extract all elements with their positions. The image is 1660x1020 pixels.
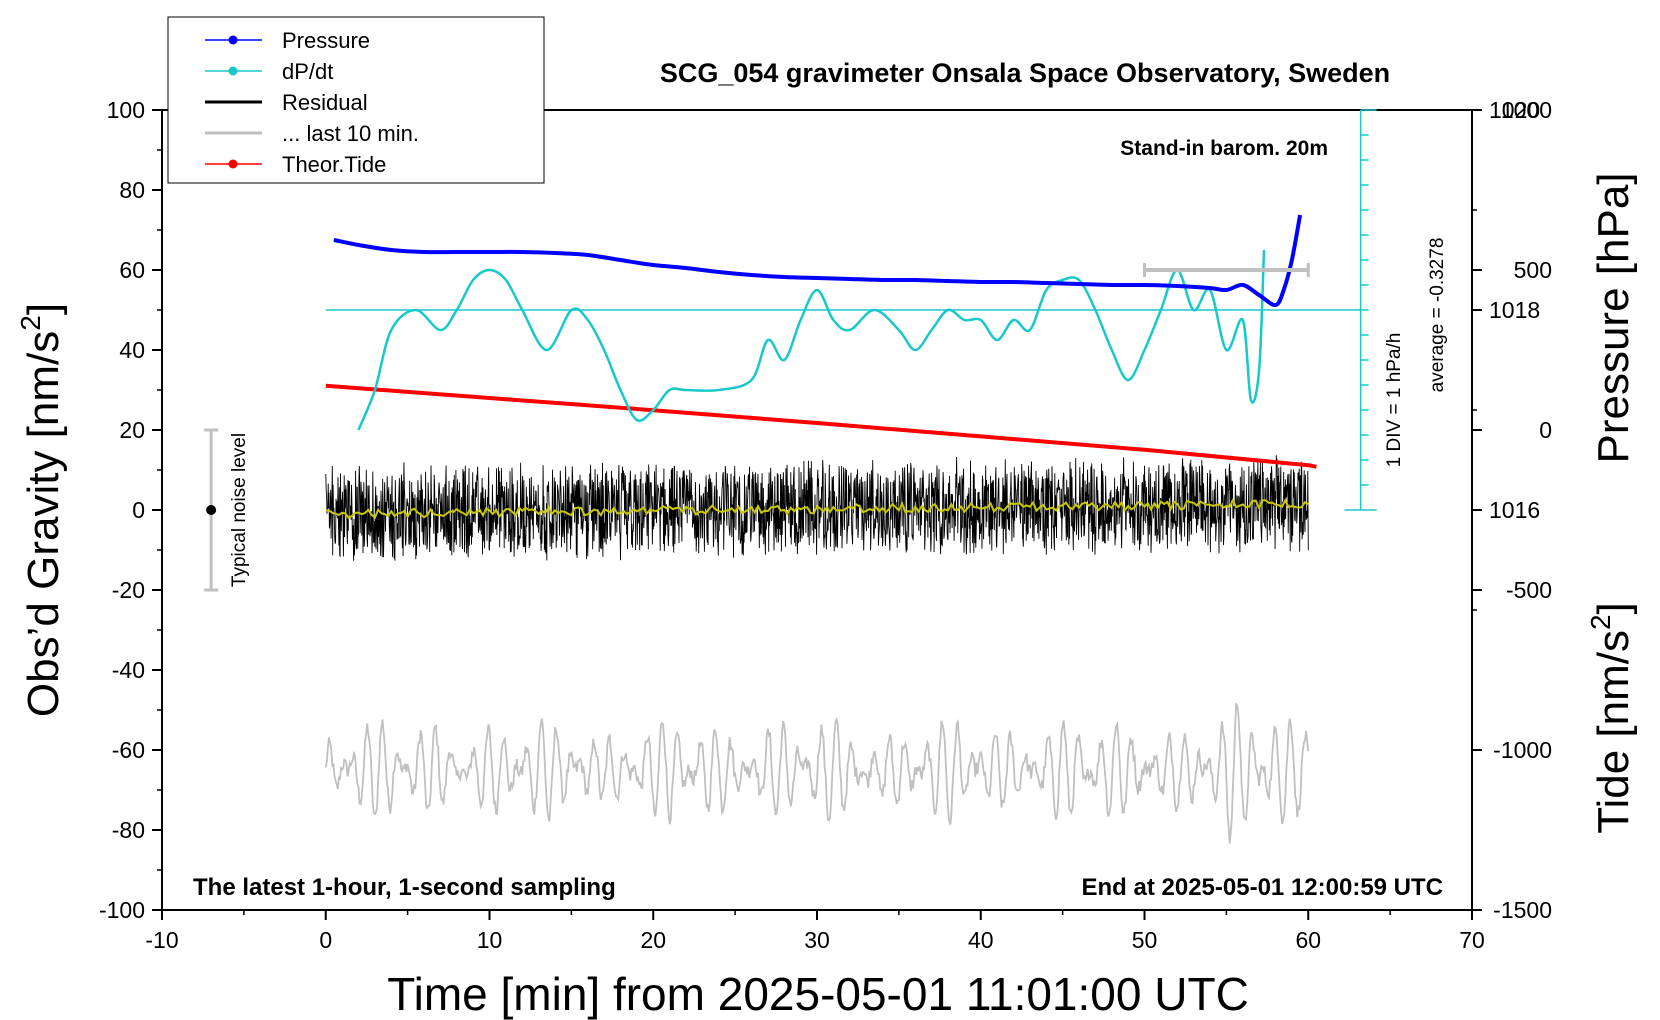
noise-bar-center-dot [206, 505, 217, 515]
x-tick-label: 0 [319, 927, 332, 953]
last-10-min-line [324, 703, 1310, 844]
tide-tick-label: 1000 [1501, 97, 1552, 123]
pressure-axis-title: Pressure [hPa] [1589, 172, 1638, 463]
x-tick-label: -10 [145, 927, 178, 953]
residual-line [325, 455, 1309, 561]
left-tick-label: 40 [119, 337, 145, 363]
legend-label: Residual [282, 90, 368, 115]
tide-axis-title-sup: 2 [1585, 614, 1616, 630]
left-tick-label: -60 [112, 737, 145, 763]
dpdt-line [357, 249, 1266, 431]
x-tick-label: 20 [640, 927, 666, 953]
pressure-tick-label: 1020 [1489, 97, 1540, 123]
left-tick-label: 100 [107, 97, 145, 123]
tide-tick-label: -500 [1506, 577, 1552, 603]
left-tick-label: -80 [112, 817, 145, 843]
chart-title: SCG_054 gravimeter Onsala Space Observat… [660, 58, 1390, 88]
tide-axis-title: Tide [nm/s2] [1585, 602, 1638, 834]
x-tick-label: 30 [804, 927, 830, 953]
tide-axis: -1500 -1000 -500 0 500 1000 [1472, 97, 1552, 923]
theor-tide-series [325, 383, 1317, 469]
left-axis-title-sup: 2 [15, 315, 46, 331]
tide-tick-label: -1000 [1493, 737, 1552, 763]
legend-label: Pressure [282, 28, 370, 53]
x-axis-title: Time [min] from 2025-05-01 11:01:00 UTC [387, 968, 1249, 1020]
pressure-axis: 1016 1018 1020 [1472, 97, 1540, 611]
left-axis: -100 -80 -60 -40 -20 0 20 40 60 80 100 [99, 97, 162, 923]
residual-mean-line [325, 497, 1309, 520]
legend-marker [228, 66, 238, 76]
average-annotation: average = -0.3278 [1427, 238, 1448, 393]
pressure-tick-label: 1016 [1489, 497, 1540, 523]
x-tick-label: 10 [477, 927, 503, 953]
residual-mean-series [325, 497, 1309, 520]
x-axis: -10 0 10 20 30 40 50 60 70 [145, 910, 1485, 953]
left-tick-label: -20 [112, 577, 145, 603]
legend-marker [228, 159, 238, 169]
last-10-min-series [324, 703, 1310, 844]
pressure-series [333, 214, 1303, 308]
left-tick-label: 0 [132, 497, 145, 523]
left-axis-title: Obs’d Gravity [nm/s2] [15, 303, 68, 717]
legend-label: ... last 10 min. [282, 121, 419, 146]
left-tick-label: -40 [112, 657, 145, 683]
tide-tick-label: -1500 [1493, 897, 1552, 923]
legend-box [167, 16, 545, 184]
last-10-min-bar [1143, 263, 1310, 277]
left-tick-label: 80 [119, 177, 145, 203]
tide-axis-title-tail: ] [1589, 602, 1638, 614]
x-tick-label: 70 [1459, 927, 1485, 953]
latest-annotation: The latest 1-hour, 1-second sampling [193, 874, 616, 901]
pressure-line [333, 214, 1303, 308]
legend: Pressure dP/dt Residual ... last 10 min. The… [167, 16, 545, 184]
legend-label: dP/dt [282, 59, 333, 84]
noise-annotation: Typical noise level [229, 433, 250, 587]
x-tick-label: 40 [968, 927, 994, 953]
tide-tick-label: 0 [1539, 417, 1552, 443]
legend-items: Pressure dP/dt Residual ... last 10 min. The… [205, 28, 419, 177]
x-tick-label: 50 [1132, 927, 1158, 953]
dpdt-series [357, 249, 1266, 431]
pressure-tick-label: 1018 [1489, 297, 1540, 323]
tide-tick-label: 500 [1514, 257, 1552, 283]
stand-in-annotation: Stand-in barom. 20m [1120, 137, 1328, 160]
x-tick-label: 60 [1295, 927, 1321, 953]
tide-axis-title-main: Tide [nm/s [1589, 630, 1638, 834]
left-tick-label: 60 [119, 257, 145, 283]
legend-label: Theor.Tide [282, 152, 386, 177]
left-tick-label: -100 [99, 897, 145, 923]
residual-series [325, 455, 1309, 561]
left-axis-title-tail: ] [19, 303, 68, 315]
left-tick-label: 20 [119, 417, 145, 443]
div-scale-ruler [1344, 109, 1377, 511]
end-annotation: End at 2025-05-01 12:00:59 UTC [1082, 874, 1444, 901]
left-axis-title-main: Obs’d Gravity [nm/s [19, 331, 68, 717]
tide-line [325, 383, 1317, 469]
div-annotation: 1 DIV = 1 hPa/h [1384, 333, 1405, 468]
legend-marker [228, 35, 238, 45]
noise-level-bar [204, 428, 219, 592]
